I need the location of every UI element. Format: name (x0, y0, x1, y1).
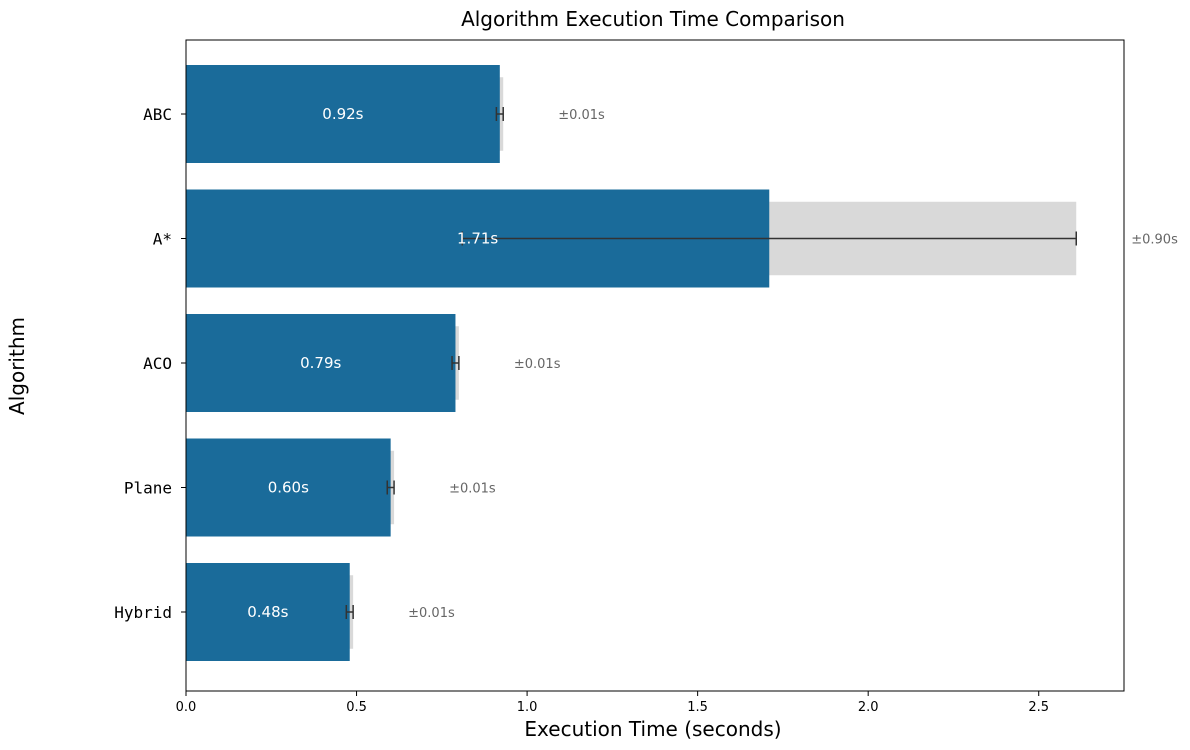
error-label: ±0.01s (449, 482, 496, 497)
error-label: ±0.01s (514, 357, 561, 372)
bar (186, 563, 350, 661)
y-tick-label: Plane (124, 479, 172, 498)
x-tick-label: 2.0 (858, 700, 879, 715)
x-axis-label: Execution Time (seconds) (524, 717, 781, 741)
x-tick-label: 2.5 (1028, 700, 1049, 715)
value-label: 0.60s (268, 479, 309, 497)
bar (186, 65, 500, 163)
chart-title: Algorithm Execution Time Comparison (461, 7, 845, 31)
bar (186, 438, 391, 537)
value-label: 0.79s (300, 354, 341, 372)
y-tick-label: Hybrid (114, 603, 172, 622)
bar (186, 314, 456, 412)
x-tick-label: 1.0 (517, 700, 538, 715)
value-label: 0.92s (322, 105, 363, 123)
x-tick-label: 1.5 (687, 700, 708, 715)
plot-frame (185, 39, 1125, 692)
value-label: 0.48s (247, 603, 288, 621)
x-tick-label: 0.0 (176, 700, 197, 715)
y-tick-label: ACO (143, 354, 172, 373)
x-tick-label: 0.5 (346, 700, 367, 715)
plot-area: 0.92s ±0.01s 1.71s ±0.90s 0.79s ±0.01s 0.60s ±0… (186, 65, 1178, 661)
error-label: ±0.90s (1131, 233, 1178, 248)
value-label: 1.71s (457, 230, 498, 248)
error-label: ±0.01s (558, 108, 605, 123)
error-label: ±0.01s (408, 606, 455, 621)
y-axis-label: Algorithm (5, 317, 29, 415)
y-tick-label: A* (153, 230, 172, 249)
y-tick-label: ABC (143, 105, 172, 124)
